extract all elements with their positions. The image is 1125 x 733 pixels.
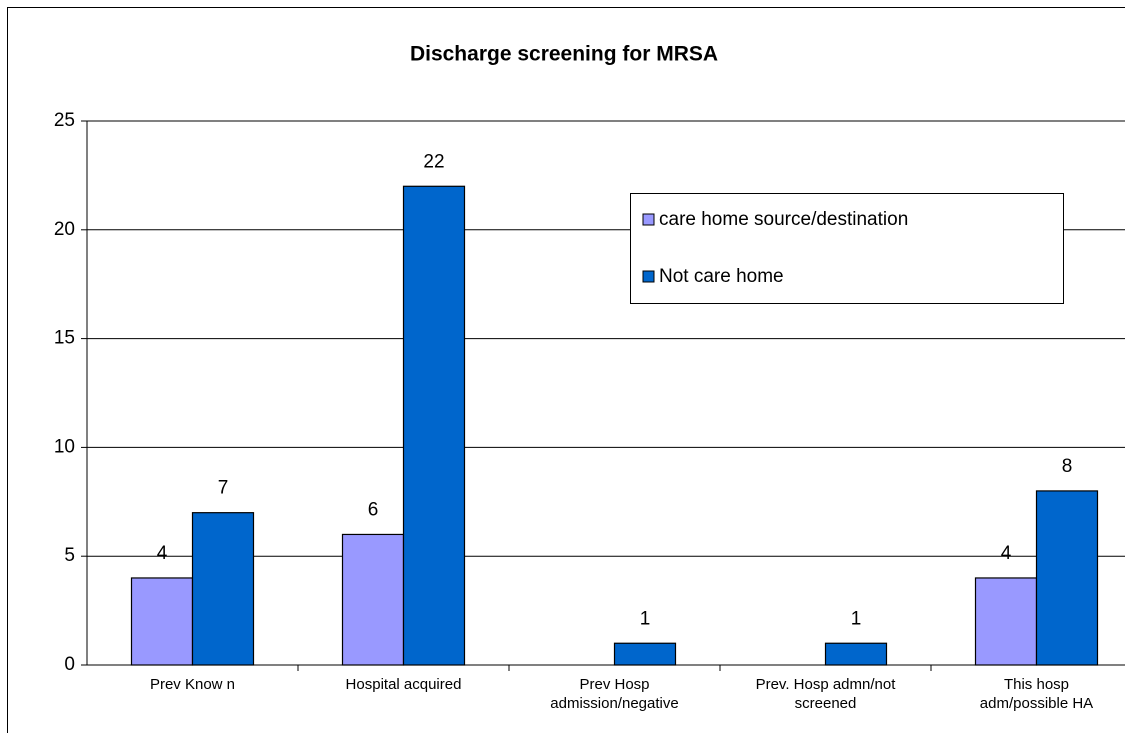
legend-swatch [642,213,655,226]
legend-label: care home source/destination [659,209,908,230]
x-tick-label-box: Prev Hosp admission/negative [550,676,679,712]
legend-label: Not care home [659,266,784,287]
data-label: 22 [423,151,444,172]
x-tick-label-box: Prev Know n [149,676,236,693]
y-tick-label: 20 [54,219,75,240]
data-label: 1 [640,608,651,629]
data-label: 1 [851,608,862,629]
y-tick-label: 5 [64,545,75,566]
y-tick-label: 0 [64,654,75,675]
x-tick-label: Hospital acquired [345,676,462,693]
data-label: 6 [368,499,379,520]
y-tick-label: 15 [54,328,75,349]
bar [341,533,405,666]
x-tick-label: This hosp adm/possible HA [979,676,1094,712]
x-tick-label: Prev Know n [149,676,236,693]
bar [613,642,677,666]
data-label: 8 [1062,456,1073,477]
y-tick-label: 25 [54,110,75,131]
x-tick-label: Prev Hosp admission/negative [550,676,679,712]
bar [402,185,466,666]
data-label: 7 [218,478,229,499]
legend-box [630,193,1064,304]
bar [1035,490,1099,666]
data-label: 4 [157,543,168,564]
x-tick-label: Prev. Hosp admn/not screened [755,676,896,712]
bar [824,642,888,666]
bar [974,577,1038,666]
y-tick-label: 10 [54,436,75,457]
legend-swatch [642,270,655,283]
chart-title: Discharge screening for MRSA [410,43,718,66]
data-label: 4 [1001,543,1012,564]
x-tick-label-box: Hospital acquired [345,676,462,693]
bar [191,512,255,666]
bar [130,577,194,666]
x-tick-label-box: Prev. Hosp admn/not screened [755,676,896,712]
x-tick-label-box: This hosp adm/possible HA [979,676,1094,712]
